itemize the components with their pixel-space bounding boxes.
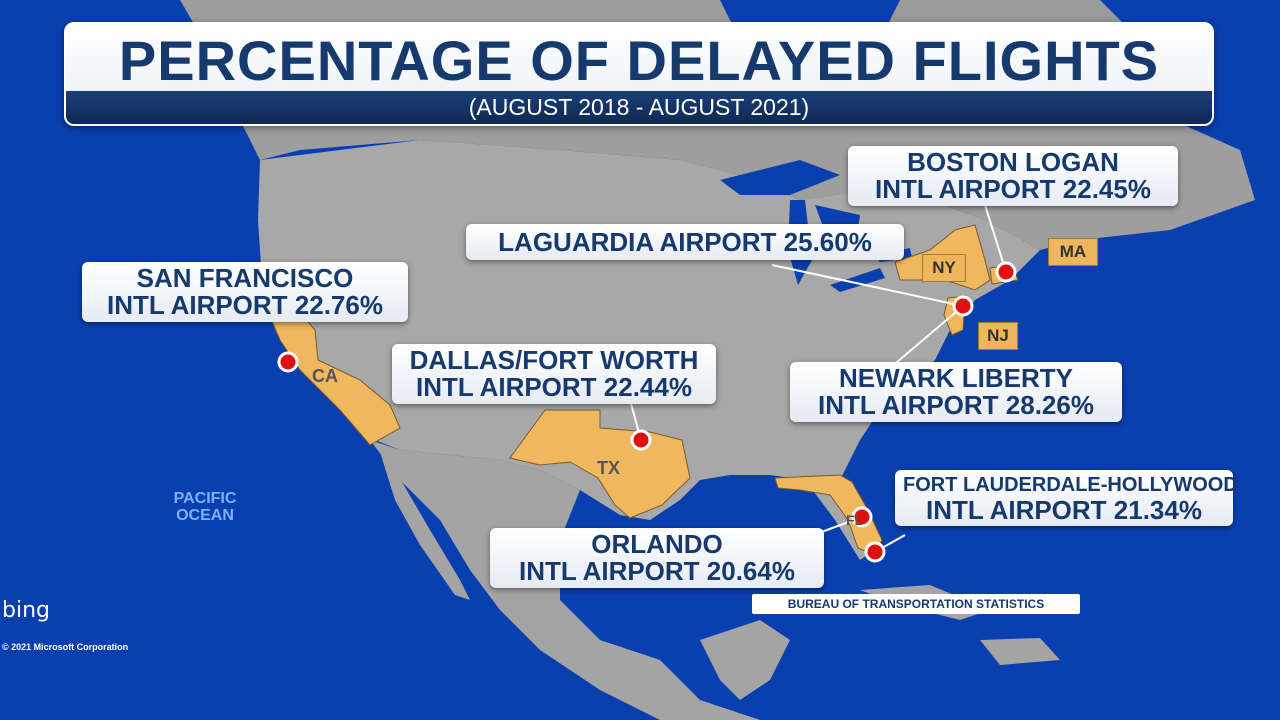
marker-fll <box>864 541 886 563</box>
marker-mco <box>851 506 873 528</box>
title-banner: PERCENTAGE OF DELAYED FLIGHTS (AUGUST 20… <box>64 22 1214 126</box>
subtitle-bar: (AUGUST 2018 - AUGUST 2021) <box>66 91 1212 124</box>
callout-line1: BOSTON LOGAN <box>907 147 1119 177</box>
state-label-ca: CA <box>312 366 338 386</box>
callout-newark-liberty: NEWARK LIBERTY INTL AIRPORT 28.26% <box>790 362 1122 422</box>
callout-dallas-fort-worth: DALLAS/FORT WORTH INTL AIRPORT 22.44% <box>392 344 716 404</box>
callout-line2: INTL AIRPORT 20.64% <box>519 556 795 586</box>
marker-dfw <box>630 429 652 451</box>
mexico-landmass <box>370 440 760 720</box>
airport-markers <box>277 261 1017 563</box>
ocean-label: PACIFIC OCEAN <box>160 490 250 524</box>
callout-orlando: ORLANDO INTL AIRPORT 20.64% <box>490 528 824 588</box>
map-subtitle: (AUGUST 2018 - AUGUST 2021) <box>468 94 810 120</box>
marker-sfo <box>277 351 299 373</box>
bing-logo: bing <box>2 598 50 623</box>
state-label-tx: TX <box>597 458 621 478</box>
baja-landmass <box>380 452 470 600</box>
copyright-text: © 2021 Microsoft Corporation <box>2 642 129 652</box>
state-label-fl: FL <box>846 512 864 528</box>
central-america-landmass <box>700 620 790 700</box>
ocean-label-line2: OCEAN <box>176 507 234 524</box>
callout-line1: SAN FRANCISCO <box>136 263 354 293</box>
ocean-label-line1: PACIFIC <box>173 490 237 507</box>
state-tag-ny: NY <box>922 254 966 282</box>
callout-line1: DALLAS/FORT WORTH <box>409 345 699 375</box>
hispaniola-landmass <box>980 638 1060 665</box>
callout-line1: NEWARK LIBERTY <box>839 363 1073 393</box>
callout-line1: LAGUARDIA AIRPORT 25.60% <box>498 227 872 257</box>
callout-san-francisco: SAN FRANCISCO INTL AIRPORT 22.76% <box>82 262 408 322</box>
lake-superior <box>720 160 840 195</box>
source-credit: BUREAU OF TRANSPORTATION STATISTICS <box>752 594 1080 614</box>
callout-line2: INTL AIRPORT 22.76% <box>107 290 383 320</box>
callout-line2: INTL AIRPORT 28.26% <box>818 390 1094 420</box>
lake-erie <box>830 268 885 292</box>
callout-line1: ORLANDO <box>591 529 723 559</box>
callout-line1: FORT LAUDERDALE-HOLLYWOOD <box>903 474 1238 496</box>
marker-lga <box>952 295 974 317</box>
state-tag-nj: NJ <box>978 322 1018 350</box>
callout-line2: INTL AIRPORT 22.44% <box>416 372 692 402</box>
callout-line2: INTL AIRPORT 22.45% <box>875 174 1151 204</box>
callout-fort-lauderdale: FORT LAUDERDALE-HOLLYWOOD INTL AIRPORT 2… <box>895 470 1238 526</box>
marker-bos <box>995 261 1017 283</box>
map-title: PERCENTAGE OF DELAYED FLIGHTS <box>118 29 1160 92</box>
callout-laguardia: LAGUARDIA AIRPORT 25.60% <box>466 224 904 260</box>
state-tag-ma: MA <box>1048 238 1098 266</box>
callout-line2: INTL AIRPORT 21.34% <box>926 495 1202 525</box>
callout-boston-logan: BOSTON LOGAN INTL AIRPORT 22.45% <box>848 146 1178 206</box>
